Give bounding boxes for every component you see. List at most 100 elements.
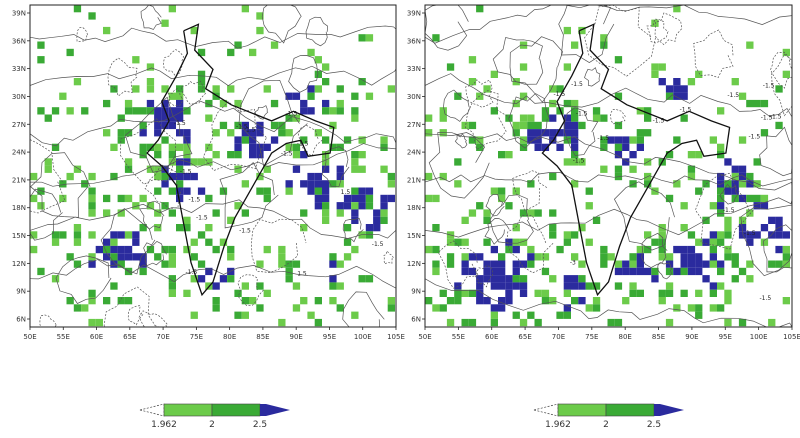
significance-cell — [585, 304, 593, 312]
significance-cell — [292, 143, 301, 151]
significance-cell — [432, 267, 440, 276]
significance-cell — [614, 92, 623, 100]
significance-cell — [249, 143, 257, 151]
significance-cell — [695, 151, 703, 159]
significance-cell — [578, 224, 586, 232]
contour-label: -1.5 — [653, 118, 665, 125]
significance-cell — [695, 267, 703, 276]
significance-cell — [534, 209, 542, 217]
significance-cell — [183, 216, 191, 224]
significance-cell — [37, 187, 45, 195]
contour-label: -1.5 — [576, 111, 588, 118]
significance-cell — [592, 304, 601, 312]
significance-cell — [490, 187, 498, 195]
significance-cell — [168, 187, 176, 195]
contour-line — [763, 224, 793, 273]
significance-cell — [329, 275, 337, 283]
significance-cell — [446, 318, 455, 327]
significance-cell — [519, 63, 528, 71]
significance-cell — [292, 151, 301, 159]
significance-cell — [512, 275, 520, 283]
significance-cell — [490, 304, 498, 312]
significance-cell — [307, 172, 315, 181]
significance-cell — [146, 202, 155, 210]
significance-cell — [146, 63, 155, 71]
significance-cell — [322, 63, 330, 71]
significance-cell — [124, 165, 133, 173]
significance-cell — [738, 318, 747, 327]
significance-cell — [278, 318, 286, 327]
significance-cell — [292, 304, 301, 312]
significance-cell — [168, 143, 176, 151]
significance-cell — [124, 231, 133, 239]
significance-cell — [146, 107, 155, 115]
significance-cell — [483, 297, 491, 305]
significance-cell — [468, 209, 477, 217]
significance-cell — [695, 253, 703, 261]
significance-cell — [498, 275, 506, 283]
significance-cell — [263, 245, 271, 254]
significance-cell — [629, 151, 637, 159]
significance-cell — [673, 78, 681, 86]
significance-cell — [600, 253, 608, 261]
significance-cell — [687, 231, 696, 239]
significance-cell — [600, 136, 608, 144]
significance-cell — [724, 253, 732, 261]
significance-cells-right — [425, 5, 790, 327]
significance-cell — [161, 85, 169, 93]
significance-cell — [351, 165, 359, 173]
significance-cell — [760, 194, 769, 203]
significance-cell — [563, 231, 571, 239]
significance-cell — [738, 231, 747, 239]
colorbar-segment-light-green — [557, 403, 607, 417]
significance-cell — [351, 311, 359, 319]
significance-cell — [738, 224, 747, 232]
significance-cell — [490, 70, 498, 78]
significance-cell — [578, 260, 586, 268]
significance-cell — [432, 260, 440, 268]
significance-cell — [541, 267, 550, 276]
significance-cell — [103, 129, 111, 137]
significance-cell — [387, 180, 395, 188]
x-tick-label: 65E — [518, 333, 531, 341]
significance-cell — [285, 129, 293, 137]
y-tick-label: 27N — [407, 121, 421, 129]
significance-cell — [197, 158, 206, 166]
contour-labels-left: -1.5-1.5-1.5-1.5-1.5-1.5-1.5-1.51.51.5-1… — [174, 110, 384, 277]
significance-cell — [205, 99, 213, 108]
significance-cell — [190, 275, 198, 283]
significance-cell — [51, 143, 60, 151]
significance-cell — [183, 289, 191, 297]
significance-cell — [425, 297, 433, 305]
significance-cell — [365, 275, 374, 283]
significance-cell — [534, 129, 542, 137]
contour-line — [485, 193, 505, 217]
significance-cell — [110, 260, 118, 268]
significance-cell — [571, 253, 579, 261]
contour-line — [454, 133, 468, 149]
significance-cell — [365, 187, 374, 195]
significance-cell — [541, 253, 550, 261]
significance-cell — [176, 114, 184, 122]
contour-line — [584, 4, 656, 77]
significance-cell — [571, 129, 579, 137]
significance-cell — [322, 216, 330, 224]
map-panel-right: 50E 55E 60E 65E 70E 75E 80E 85E 90E 95E 100E 105E 6… — [407, 4, 800, 341]
significance-cell — [731, 187, 739, 195]
significance-cell — [51, 275, 60, 283]
significance-cell — [132, 107, 140, 115]
significance-cell — [117, 297, 125, 305]
significance-cell — [88, 187, 96, 195]
significance-cell — [387, 297, 395, 305]
significance-cell — [709, 289, 717, 297]
significance-cell — [351, 158, 359, 166]
contour-line — [143, 240, 167, 267]
significance-cell — [760, 202, 769, 210]
significance-cell — [644, 180, 652, 188]
significance-cell — [227, 129, 235, 137]
significance-cell — [549, 85, 557, 93]
significance-cell — [161, 121, 169, 130]
significance-cell — [600, 143, 608, 151]
contour-line — [29, 259, 397, 289]
significance-cell — [498, 282, 506, 290]
